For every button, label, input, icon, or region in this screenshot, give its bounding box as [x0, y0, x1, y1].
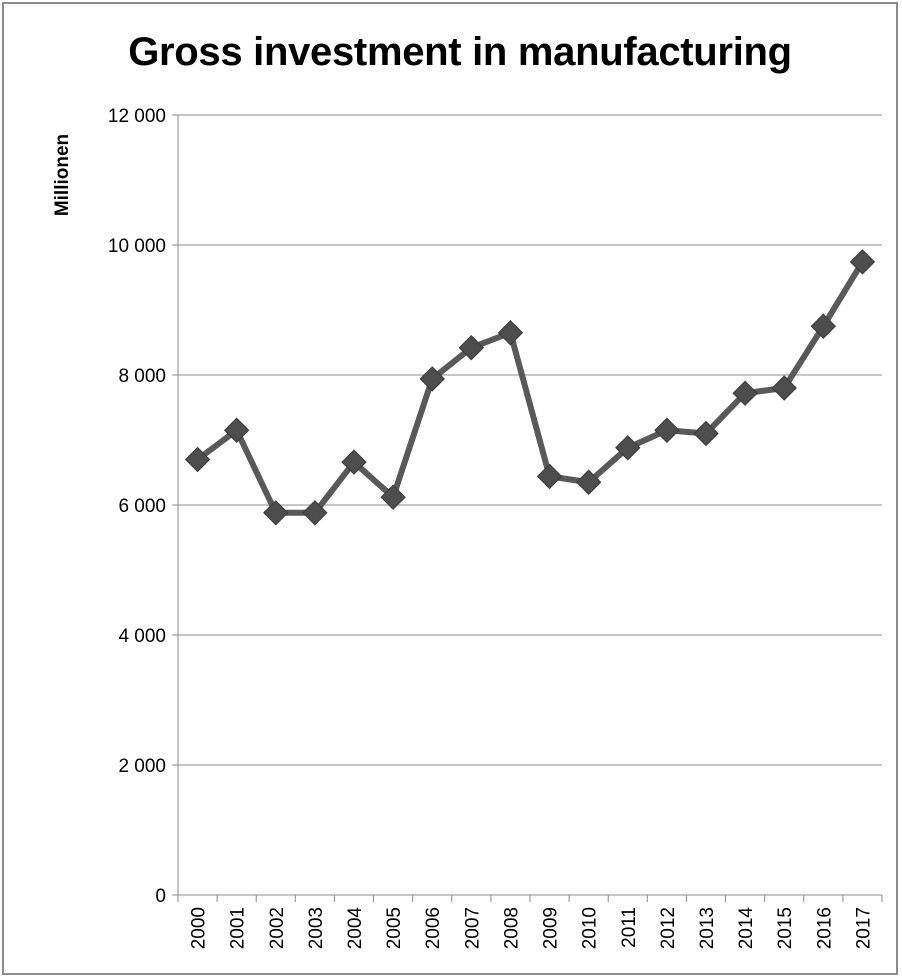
data-point: [302, 500, 328, 526]
y-tick-label: 6 000: [118, 496, 166, 517]
data-point: [458, 334, 485, 361]
gridlines: [178, 114, 882, 766]
data-point: [654, 417, 680, 443]
data-point: [380, 484, 406, 510]
x-tick-label: 2015: [775, 907, 796, 949]
data-point: [693, 420, 719, 447]
x-tick-label: 2014: [736, 907, 757, 950]
y-tick-label: 8 000: [118, 366, 166, 387]
y-tick-label: 12 000: [108, 106, 166, 127]
data-point: [771, 375, 797, 401]
data-point: [732, 380, 758, 406]
x-tick-label: 2017: [853, 907, 874, 949]
data-point: [184, 446, 211, 473]
series-layer: [184, 249, 876, 526]
x-tick-label: 2010: [580, 907, 601, 949]
series-line: [194, 258, 866, 516]
data-point: [341, 449, 367, 475]
data-point: [810, 313, 837, 339]
chart-title: Gross investment in manufacturing: [128, 30, 792, 74]
data-point: [615, 435, 641, 461]
y-tick-label: 10 000: [108, 236, 166, 257]
data-point: [849, 249, 876, 275]
x-tick-label: 2005: [384, 907, 405, 949]
data-point: [575, 469, 602, 495]
data-point: [223, 417, 250, 443]
y-axis-title: Millionen: [52, 134, 73, 216]
y-tick-labels: 0 2 000 4 000 6 000 8 000 10 000 12 000: [108, 106, 166, 907]
x-tick-label: 2002: [267, 907, 288, 949]
x-tick-label: 2000: [189, 907, 210, 949]
x-tick-label: 2007: [462, 907, 483, 949]
data-point: [536, 463, 563, 490]
x-tick-labels: 2000 2001 2002 2003 2004 2005 2006 2007 2008 2009…: [189, 907, 875, 950]
x-tick-label: 2012: [658, 907, 679, 949]
x-tick-label: 2003: [306, 907, 327, 949]
x-tick-label: 2013: [697, 907, 718, 949]
data-point: [263, 500, 289, 526]
x-tick-label: 2016: [814, 907, 835, 949]
y-tick-label: 4 000: [118, 626, 166, 647]
x-tick-label: 2008: [501, 907, 522, 949]
y-tick-label: 2 000: [118, 756, 166, 777]
data-point: [497, 320, 524, 346]
x-tick-label: 2006: [423, 907, 444, 949]
x-tick-label: 2009: [541, 907, 562, 949]
x-tick-label: 2001: [228, 907, 249, 949]
y-tick-label: 0: [155, 886, 166, 907]
data-point: [419, 366, 445, 392]
x-tick-label: 2011: [619, 907, 640, 948]
axes: [172, 114, 883, 902]
x-tick-label: 2004: [345, 907, 366, 950]
